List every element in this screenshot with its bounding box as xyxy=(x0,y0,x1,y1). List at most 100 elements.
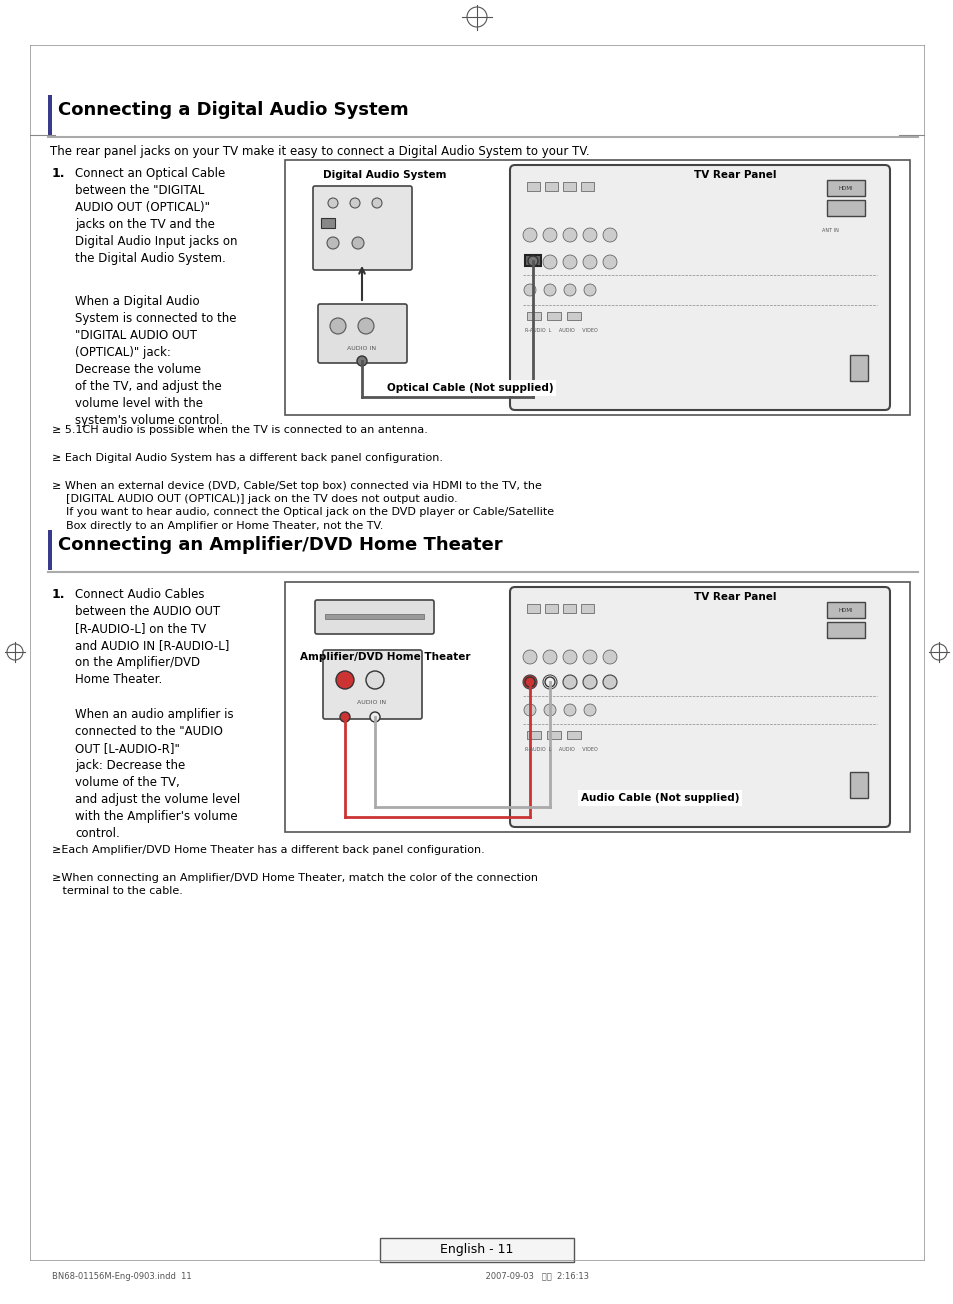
Circle shape xyxy=(562,675,577,689)
Bar xyxy=(566,732,580,739)
FancyBboxPatch shape xyxy=(510,587,889,827)
Circle shape xyxy=(522,675,537,689)
Circle shape xyxy=(339,712,350,722)
Text: The rear panel jacks on your TV make it easy to connect a Digital Audio System t: The rear panel jacks on your TV make it … xyxy=(50,145,589,158)
Circle shape xyxy=(330,318,346,334)
Circle shape xyxy=(543,284,556,296)
Circle shape xyxy=(543,704,556,716)
Text: When a Digital Audio
System is connected to the
"DIGITAL AUDIO OUT
(OPTICAL)" ja: When a Digital Audio System is connected… xyxy=(75,295,236,426)
Circle shape xyxy=(522,649,537,664)
Circle shape xyxy=(602,675,617,689)
Bar xyxy=(320,218,335,228)
FancyBboxPatch shape xyxy=(314,600,434,634)
Bar xyxy=(580,604,594,613)
Text: AUDIO IN: AUDIO IN xyxy=(347,346,376,351)
Bar xyxy=(544,604,558,613)
Circle shape xyxy=(602,649,617,664)
Bar xyxy=(562,604,576,613)
Text: Connect Audio Cables
between the AUDIO OUT
[R-AUDIO-L] on the TV
and AUDIO IN [R: Connect Audio Cables between the AUDIO O… xyxy=(75,588,229,686)
FancyBboxPatch shape xyxy=(510,166,889,409)
Bar xyxy=(526,312,540,319)
Bar xyxy=(546,732,560,739)
Bar xyxy=(826,622,864,638)
Circle shape xyxy=(602,256,617,269)
Circle shape xyxy=(523,704,536,716)
Bar xyxy=(526,183,539,190)
Circle shape xyxy=(372,198,381,209)
Text: English - 11: English - 11 xyxy=(440,1244,513,1257)
FancyBboxPatch shape xyxy=(313,186,412,270)
Bar xyxy=(285,160,909,415)
Bar xyxy=(826,602,864,618)
Text: Amplifier/DVD Home Theater: Amplifier/DVD Home Theater xyxy=(299,652,470,662)
Text: ≥ Each Digital Audio System has a different back panel configuration.: ≥ Each Digital Audio System has a differ… xyxy=(52,452,442,463)
Text: 1.: 1. xyxy=(52,167,66,180)
Text: Audio Cable (Not supplied): Audio Cable (Not supplied) xyxy=(580,793,739,803)
Bar xyxy=(48,95,52,136)
Text: Connecting a Digital Audio System: Connecting a Digital Audio System xyxy=(58,100,408,119)
Bar xyxy=(849,772,867,798)
Circle shape xyxy=(563,284,576,296)
Text: TV Rear Panel: TV Rear Panel xyxy=(693,170,776,180)
Circle shape xyxy=(527,256,537,266)
Text: Optical Cable (Not supplied): Optical Cable (Not supplied) xyxy=(386,383,553,393)
Bar xyxy=(544,183,558,190)
Circle shape xyxy=(352,237,364,249)
Bar xyxy=(826,180,864,196)
Bar xyxy=(826,200,864,216)
Text: ≥ 5.1CH audio is possible when the TV is connected to an antenna.: ≥ 5.1CH audio is possible when the TV is… xyxy=(52,425,428,436)
Circle shape xyxy=(563,704,576,716)
Bar xyxy=(546,312,560,319)
Circle shape xyxy=(542,228,557,243)
Text: ANT IN: ANT IN xyxy=(821,227,838,232)
Bar xyxy=(566,312,580,319)
Circle shape xyxy=(544,677,555,687)
Text: When an audio amplifier is
connected to the "AUDIO
OUT [L-AUDIO-R]"
jack: Decrea: When an audio amplifier is connected to … xyxy=(75,708,240,840)
Bar xyxy=(526,732,540,739)
Bar xyxy=(580,183,594,190)
Circle shape xyxy=(582,649,597,664)
Text: R-AUDIO  L     AUDIO     VIDEO: R-AUDIO L AUDIO VIDEO xyxy=(524,329,598,333)
Circle shape xyxy=(562,256,577,269)
Circle shape xyxy=(542,256,557,269)
Bar xyxy=(379,1237,574,1262)
Bar xyxy=(285,582,909,832)
Text: BN68-01156M-Eng-0903.indd  11                                                   : BN68-01156M-Eng-0903.indd 11 xyxy=(52,1271,588,1281)
Bar xyxy=(562,183,576,190)
Circle shape xyxy=(542,649,557,664)
Bar xyxy=(526,604,539,613)
Text: TV Rear Panel: TV Rear Panel xyxy=(693,592,776,602)
Circle shape xyxy=(356,356,367,366)
Circle shape xyxy=(524,677,535,687)
Bar xyxy=(325,614,423,619)
FancyBboxPatch shape xyxy=(317,304,407,363)
Circle shape xyxy=(583,704,596,716)
Circle shape xyxy=(350,198,359,209)
Circle shape xyxy=(602,228,617,243)
Text: HDMI: HDMI xyxy=(838,608,852,613)
Circle shape xyxy=(583,284,596,296)
Circle shape xyxy=(582,675,597,689)
Circle shape xyxy=(523,284,536,296)
Circle shape xyxy=(582,256,597,269)
Text: AUDIO IN: AUDIO IN xyxy=(357,699,386,704)
Text: Digital Audio System: Digital Audio System xyxy=(323,170,446,180)
Circle shape xyxy=(542,675,557,689)
Circle shape xyxy=(562,228,577,243)
Circle shape xyxy=(357,318,374,334)
Text: HDMI: HDMI xyxy=(838,185,852,190)
Text: R-AUDIO  L     AUDIO     VIDEO: R-AUDIO L AUDIO VIDEO xyxy=(524,747,598,752)
Circle shape xyxy=(335,672,354,689)
Circle shape xyxy=(327,237,338,249)
Circle shape xyxy=(522,228,537,243)
Circle shape xyxy=(328,198,337,209)
FancyBboxPatch shape xyxy=(323,649,421,719)
Circle shape xyxy=(582,228,597,243)
Circle shape xyxy=(370,712,379,722)
Text: ≥ When an external device (DVD, Cable/Set top box) connected via HDMI to the TV,: ≥ When an external device (DVD, Cable/Se… xyxy=(52,481,554,531)
Text: ≥Each Amplifier/DVD Home Theater has a different back panel configuration.: ≥Each Amplifier/DVD Home Theater has a d… xyxy=(52,845,484,855)
Circle shape xyxy=(562,649,577,664)
Bar xyxy=(48,529,52,570)
Text: ≥When connecting an Amplifier/DVD Home Theater, match the color of the connectio: ≥When connecting an Amplifier/DVD Home T… xyxy=(52,872,537,896)
Text: 1.: 1. xyxy=(52,588,66,601)
